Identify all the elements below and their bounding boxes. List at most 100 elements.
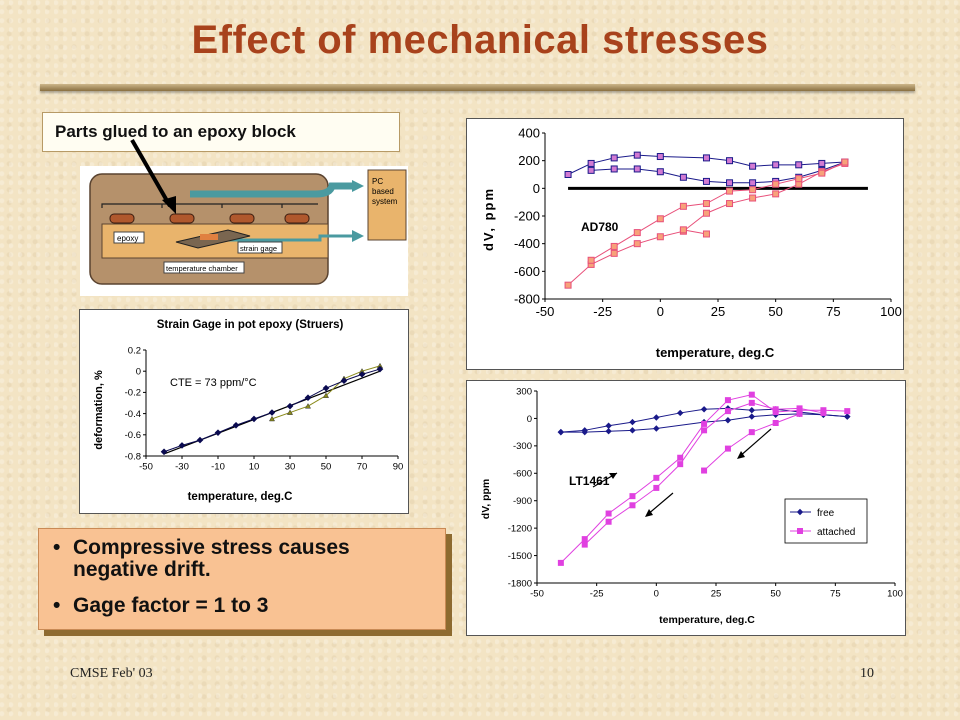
series-1-point	[772, 161, 780, 169]
epoxy-label: epoxy	[117, 234, 138, 243]
pointer-line	[130, 139, 172, 207]
series-3-point	[844, 408, 851, 415]
title-divider	[40, 84, 915, 91]
epoxy-label-box	[113, 231, 145, 244]
arrow-line-3	[738, 428, 772, 458]
x-tick-label: 10	[249, 462, 260, 473]
series-3-point	[726, 200, 734, 208]
series-4-point	[656, 215, 664, 223]
series-5-point	[679, 226, 687, 234]
series-1-point	[633, 151, 641, 159]
series-1-point	[795, 161, 803, 169]
lt1461-chart: temperature, deg.C dV, ppm 300 0 -300 -600 -…	[466, 380, 906, 636]
arrow-head-1-icon	[609, 473, 617, 479]
legend-label-2: attached	[817, 527, 855, 538]
y-tick-label: -600	[514, 264, 540, 279]
series-3-point	[564, 281, 572, 289]
series-3-point	[304, 394, 312, 402]
x-tick-label: -50	[139, 462, 153, 473]
x-tick-label: 50	[321, 462, 332, 473]
series-4-point	[748, 399, 755, 406]
series-1-point	[178, 442, 186, 449]
y-tick-label: -200	[514, 209, 540, 224]
series-4-line	[590, 161, 846, 261]
arrow-head-2-icon	[645, 509, 653, 517]
series-2-point	[304, 403, 312, 409]
y-tick-label: -800	[514, 292, 540, 307]
series-3-line	[289, 368, 381, 407]
series-5-point	[724, 445, 731, 452]
strain-y-label: deformation, %	[93, 370, 105, 450]
series-3-point	[677, 454, 684, 461]
series-4-point	[749, 186, 757, 194]
pc-label-1: PC	[372, 177, 383, 186]
series-4-point	[796, 405, 803, 412]
series-2-point	[748, 413, 756, 420]
y-tick-label: -900	[513, 496, 532, 507]
series-3-point	[724, 397, 731, 404]
x-tick-label: 70	[357, 462, 368, 473]
x-tick-label: 0	[654, 589, 659, 600]
x-tick-label: 75	[830, 589, 841, 600]
series-2-line	[591, 161, 846, 184]
bullet-2: Gage factor = 1 to 3	[53, 595, 435, 618]
page-number: 10	[860, 666, 874, 681]
series-2-point	[322, 392, 330, 398]
series-2-point	[286, 409, 294, 415]
series-5-point	[701, 467, 708, 474]
legend-box	[784, 498, 868, 544]
series-4-point	[581, 541, 588, 548]
series-5-point	[772, 420, 779, 426]
series-1-point	[214, 429, 222, 436]
x-tick-label: -25	[593, 304, 612, 319]
x-tick-label: -30	[175, 462, 189, 473]
x-tick-label: 50	[768, 304, 782, 319]
series-1-line	[567, 154, 845, 175]
cte-annotation: CTE = 73 ppm/°C	[170, 377, 257, 389]
series-1-point	[250, 415, 258, 423]
setup-diagram: PC based system epoxy strain gage temper…	[80, 166, 408, 296]
series-5-line	[683, 229, 707, 235]
series-2-point	[633, 165, 641, 173]
arrow-bottom-icon	[352, 230, 364, 242]
bullet-box: Compressive stress causes negative drift…	[38, 528, 446, 630]
series-1-point	[726, 157, 734, 165]
series-1-point	[268, 409, 276, 416]
series-3-point	[629, 493, 636, 500]
series-4-point	[820, 409, 827, 416]
series-3-point	[605, 510, 612, 517]
legend-marker-2	[797, 528, 803, 534]
series-4-point	[772, 180, 780, 188]
series-2-point	[605, 428, 612, 435]
part-3	[229, 213, 255, 224]
x-tick-label: -25	[590, 589, 604, 600]
series-3-point	[376, 365, 384, 373]
y-tick-label: -600	[513, 469, 532, 480]
series-3-point	[656, 233, 664, 241]
board-traces	[101, 203, 318, 208]
series-3-point	[701, 420, 708, 427]
x-tick-label: 50	[770, 589, 781, 600]
series-5-line	[703, 413, 800, 471]
strain-chart-title: Strain Gage in pot epoxy (Struers)	[157, 319, 344, 331]
series-5-point	[748, 429, 755, 436]
slide-title: Effect of mechanical stresses	[191, 18, 769, 62]
arrow-head-3-icon	[737, 451, 745, 459]
series-1-point	[656, 153, 664, 161]
y-tick-label: -1800	[508, 578, 532, 589]
series-4-point	[701, 427, 708, 434]
pointer-arrow-icon	[162, 196, 176, 214]
series-1-point	[629, 418, 636, 426]
y-tick-label: 0	[527, 414, 532, 425]
series-5-point	[702, 230, 710, 238]
series-3-point	[653, 474, 660, 481]
series-4-point	[841, 158, 849, 166]
series-1-point	[700, 406, 708, 413]
series-2-point	[268, 415, 276, 422]
y-tick-label: 0.2	[128, 345, 141, 356]
series-4-point	[653, 484, 660, 491]
y-tick-label: -0.2	[125, 388, 141, 399]
part-1	[109, 213, 135, 224]
strain-chart: Strain Gage in pot epoxy (Struers) tempe…	[79, 309, 409, 514]
y-tick-label: -1200	[508, 523, 532, 534]
